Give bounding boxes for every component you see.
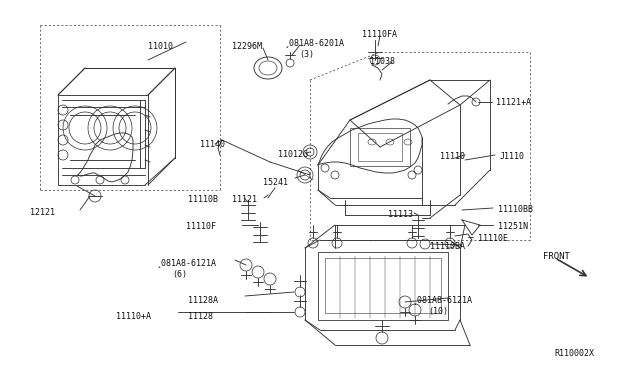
Text: 11038: 11038 [370, 57, 395, 66]
Bar [350, 128, 410, 166]
Text: 11113: 11113 [388, 210, 413, 219]
Text: FRONT: FRONT [543, 252, 570, 261]
Text: (3): (3) [299, 50, 314, 59]
Text: 11110F: 11110F [186, 222, 216, 231]
Text: 12296M: 12296M [232, 42, 262, 51]
Text: 11110BB: 11110BB [498, 205, 533, 214]
Text: 11128: 11128 [188, 312, 213, 321]
Text: (6): (6) [172, 270, 187, 279]
Text: 11128A: 11128A [188, 296, 218, 305]
Text: 11121+A: 11121+A [496, 98, 531, 107]
Text: 11251N: 11251N [498, 222, 528, 231]
Text: 11110+A: 11110+A [116, 312, 151, 321]
Text: R110002X: R110002X [554, 349, 594, 358]
Text: 11010: 11010 [148, 42, 173, 51]
Text: 11110E: 11110E [478, 234, 508, 243]
Text: ¸081A8-6201A: ¸081A8-6201A [284, 38, 344, 47]
Text: ¸081A8-6121A: ¸081A8-6121A [412, 295, 472, 304]
Text: 11110B: 11110B [188, 195, 218, 204]
Bar [318, 252, 448, 320]
Text: 11110FA: 11110FA [362, 30, 397, 39]
Text: 12121: 12121 [30, 208, 55, 217]
Text: 11121: 11121 [232, 195, 257, 204]
Bar [325, 258, 441, 313]
Text: 11110: 11110 [440, 152, 465, 161]
Text: 15241: 15241 [263, 178, 288, 187]
Text: 11140: 11140 [200, 140, 225, 149]
Text: 11012G: 11012G [278, 150, 308, 159]
Text: (10): (10) [428, 307, 448, 316]
Text: 11110BA: 11110BA [430, 242, 465, 251]
Bar [358, 133, 402, 161]
Text: ¸081A8-6121A: ¸081A8-6121A [156, 258, 216, 267]
Text: J1110: J1110 [500, 152, 525, 161]
